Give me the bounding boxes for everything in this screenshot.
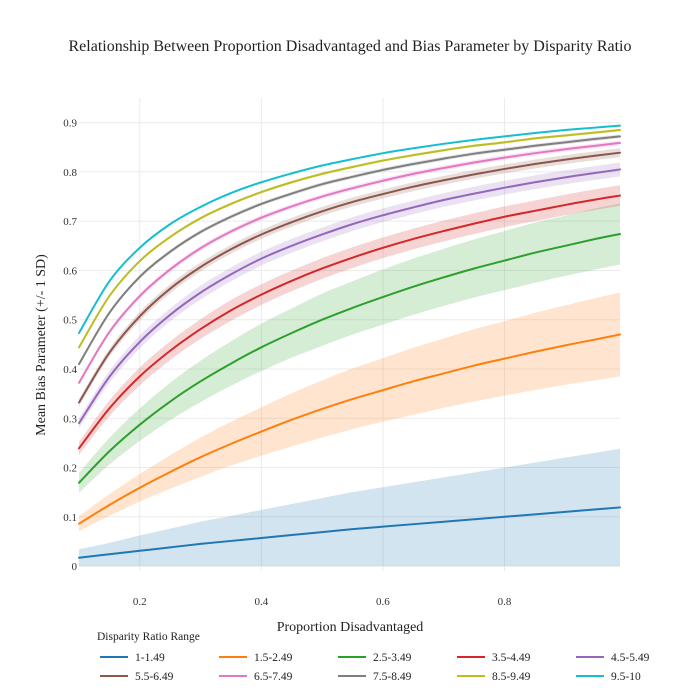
legend-label: 5.5-6.49 xyxy=(135,671,174,683)
legend-item-2.5-3.49[interactable]: 2.5-3.49 xyxy=(338,652,412,664)
sd-band-3.5-4.49 xyxy=(79,185,620,455)
chart-title: Relationship Between Proportion Disadvan… xyxy=(69,38,632,55)
legend: Disparity Ratio Range 1-1.49 1.5-2.49 2.5-… xyxy=(97,631,650,683)
y-tick-label: 0.1 xyxy=(63,512,77,524)
sd-band-1.5-2.49 xyxy=(79,292,620,532)
legend-label: 1.5-2.49 xyxy=(254,652,293,664)
legend-title: Disparity Ratio Range xyxy=(97,631,200,643)
x-tick-label: 0.8 xyxy=(498,596,512,608)
y-tick-label: 0.8 xyxy=(63,167,77,179)
y-tick-label: 0.7 xyxy=(63,216,77,228)
tick-labels: 0.2 0.4 0.6 0.8 0 0.1 0.2 0.3 0.4 0.5 0.6 0.7 0.8 0.9 xyxy=(63,118,512,608)
legend-item-7.5-8.49[interactable]: 7.5-8.49 xyxy=(338,671,412,683)
legend-item-1.5-2.49[interactable]: 1.5-2.49 xyxy=(219,652,293,664)
legend-item-9.5-10[interactable]: 9.5-10 xyxy=(576,671,641,683)
legend-item-1-1.49[interactable]: 1-1.49 xyxy=(100,652,165,664)
legend-item-6.5-7.49[interactable]: 6.5-7.49 xyxy=(219,671,293,683)
x-axis-title: Proportion Disadvantaged xyxy=(277,620,424,635)
series-line-1-1.49 xyxy=(78,506,621,559)
legend-item-8.5-9.49[interactable]: 8.5-9.49 xyxy=(457,671,531,683)
sd-band-4.5-5.49 xyxy=(79,162,620,429)
series-lines xyxy=(78,124,621,559)
legend-label: 7.5-8.49 xyxy=(373,671,412,683)
y-tick-label: 0.4 xyxy=(63,364,77,376)
series-line-7.5-8.49 xyxy=(78,135,621,366)
y-tick-label: 0 xyxy=(72,561,78,573)
legend-label: 2.5-3.49 xyxy=(373,652,412,664)
sd-band-2.5-3.49 xyxy=(79,203,620,493)
series-line-1.5-2.49 xyxy=(78,333,621,525)
legend-item-4.5-5.49[interactable]: 4.5-5.49 xyxy=(576,652,650,664)
y-tick-label: 0.5 xyxy=(63,315,77,327)
legend-item-5.5-6.49[interactable]: 5.5-6.49 xyxy=(100,671,174,683)
series-line-4.5-5.49 xyxy=(78,168,621,425)
sd-band-1-1.49 xyxy=(79,448,620,567)
legend-label: 4.5-5.49 xyxy=(611,652,650,664)
legend-label: 1-1.49 xyxy=(135,652,165,664)
y-tick-label: 0.2 xyxy=(63,463,77,475)
series-line-8.5-9.49 xyxy=(78,129,621,349)
gridlines xyxy=(79,98,620,571)
series-line-3.5-4.49 xyxy=(78,194,621,450)
y-tick-label: 0.3 xyxy=(63,413,77,425)
series-line-6.5-7.49 xyxy=(78,141,621,384)
x-tick-label: 0.4 xyxy=(254,596,268,608)
legend-items: 1-1.49 1.5-2.49 2.5-3.49 3.5-4.49 4.5-5.49 5.… xyxy=(100,652,650,683)
legend-label: 8.5-9.49 xyxy=(492,671,531,683)
y-tick-label: 0.9 xyxy=(63,118,77,130)
legend-item-3.5-4.49[interactable]: 3.5-4.49 xyxy=(457,652,531,664)
x-tick-label: 0.2 xyxy=(133,596,147,608)
y-axis-title: Mean Bias Parameter (+/- 1 SD) xyxy=(34,254,49,436)
series-line-5.5-6.49 xyxy=(78,151,621,404)
y-tick-label: 0.6 xyxy=(63,265,77,277)
legend-label: 9.5-10 xyxy=(611,671,641,683)
series-line-9.5-10 xyxy=(78,124,621,335)
x-tick-label: 0.6 xyxy=(376,596,390,608)
series-line-2.5-3.49 xyxy=(78,232,621,484)
legend-label: 3.5-4.49 xyxy=(492,652,531,664)
legend-label: 6.5-7.49 xyxy=(254,671,293,683)
